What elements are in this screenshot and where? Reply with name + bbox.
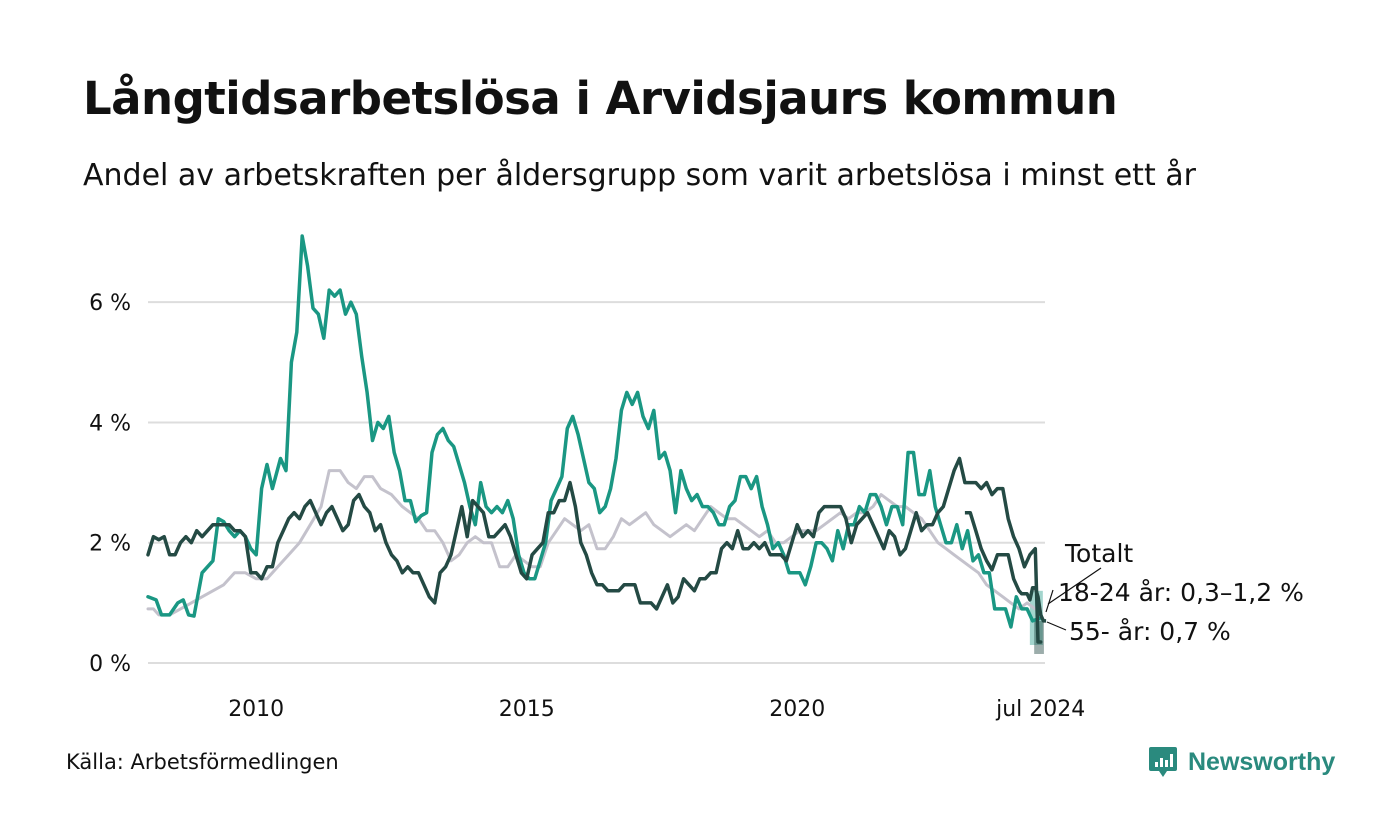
gridlines bbox=[148, 301, 1045, 664]
newsworthy-logo[interactable]: Newsworthy bbox=[1148, 744, 1335, 780]
brand-name: Newsworthy bbox=[1188, 747, 1336, 776]
annotations: Totalt 18-24 år: 0,3–1,2 % 55- år: 0,7 % bbox=[1045, 539, 1304, 646]
page-subtitle: Andel av arbetskraften per åldersgrupp s… bbox=[83, 158, 1196, 193]
leader-line-senior bbox=[1046, 621, 1067, 631]
page-title: Långtidsarbetslösa i Arvidsjaurs kommun bbox=[83, 72, 1118, 125]
series-line-senior bbox=[146, 456, 1043, 644]
annotation-total: Totalt bbox=[1064, 539, 1133, 568]
y-tick-label: 6 % bbox=[89, 291, 131, 316]
annotation-youth: 18-24 år: 0,3–1,2 % bbox=[1058, 578, 1304, 607]
leader-line-youth bbox=[1045, 589, 1054, 613]
x-tick-label: 2010 bbox=[228, 697, 284, 722]
y-tick-label: 0 % bbox=[89, 652, 131, 677]
leader-line-total bbox=[1047, 567, 1102, 605]
series-line-youth bbox=[146, 234, 1043, 629]
series-lines bbox=[146, 234, 1047, 644]
x-tick-label: 2020 bbox=[769, 697, 825, 722]
series-line-senior-recent bbox=[964, 510, 1047, 623]
x-axis: 2010 2015 2020 jul 2024 bbox=[228, 697, 1085, 722]
source-note: Källa: Arbetsförmedlingen bbox=[66, 750, 339, 774]
y-axis: 0 % 2 % 4 % 6 % bbox=[89, 291, 131, 677]
series-line-total bbox=[146, 469, 1043, 617]
y-tick-label: 2 % bbox=[89, 532, 131, 557]
newsworthy-logo-icon bbox=[1149, 747, 1177, 777]
annotation-senior: 55- år: 0,7 % bbox=[1069, 617, 1231, 646]
x-tick-label: 2015 bbox=[499, 697, 555, 722]
x-tick-label: jul 2024 bbox=[995, 697, 1085, 722]
y-tick-label: 4 % bbox=[89, 411, 131, 436]
